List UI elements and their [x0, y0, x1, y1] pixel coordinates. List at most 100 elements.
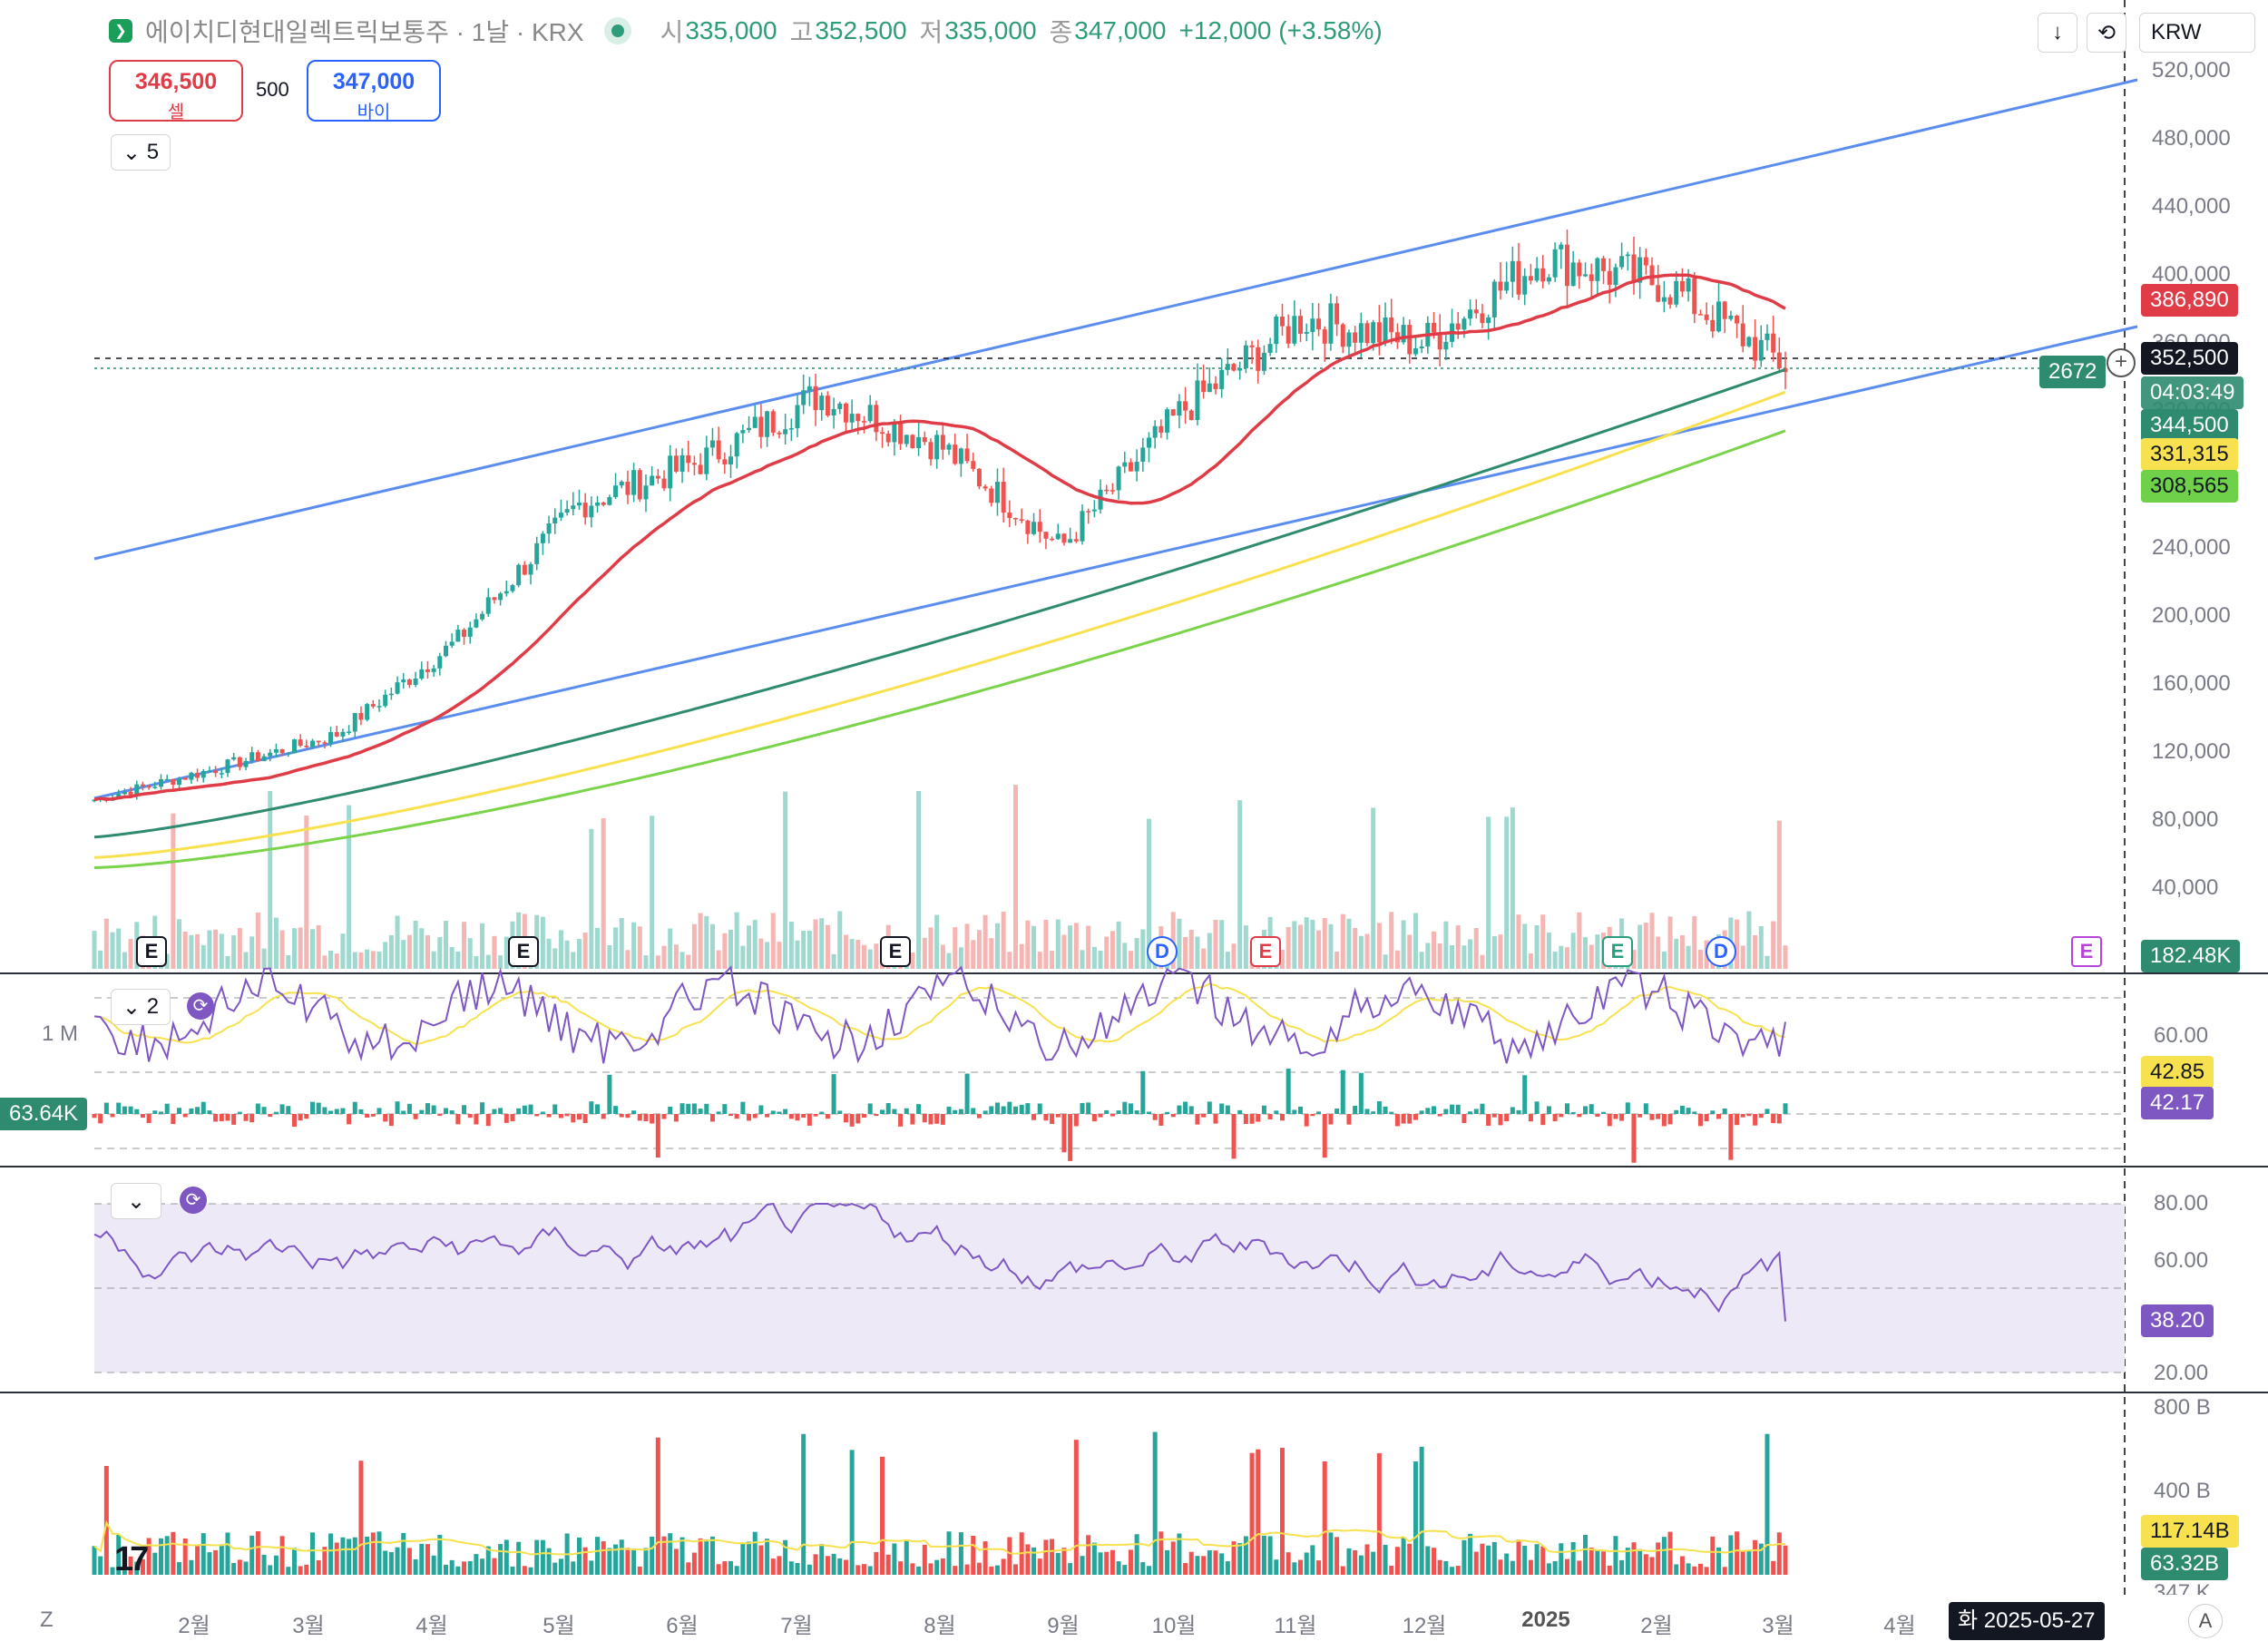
osc-histogram-bar: [1110, 1114, 1115, 1117]
turnover-bar: [1643, 1554, 1648, 1575]
pane2-toggle[interactable]: ⌄ 2: [111, 989, 171, 1025]
indicators-toggle[interactable]: ⌄ 5: [111, 134, 171, 171]
turnover-bar: [668, 1533, 673, 1575]
turnover-bar: [1274, 1559, 1279, 1575]
download-button[interactable]: ↓: [2038, 13, 2077, 53]
candle: [643, 485, 649, 500]
osc-line: [93, 965, 1786, 1064]
timeframe-left-button[interactable]: Z: [40, 1607, 54, 1632]
turnover-bar: [395, 1547, 400, 1575]
turnover-bar: [946, 1531, 952, 1575]
volume-bar: [413, 920, 418, 969]
candle: [316, 740, 321, 743]
volume-bar: [765, 942, 770, 969]
time-axis-label: 5월: [543, 1614, 575, 1638]
turnover-bar: [1328, 1532, 1334, 1575]
volume-bar: [668, 928, 673, 969]
volume-bar: [1510, 807, 1515, 969]
turnover-bar: [801, 1433, 807, 1575]
osc-histogram-bar: [795, 1114, 800, 1121]
osc-histogram-bar: [898, 1114, 904, 1127]
earnings-event-6[interactable]: E: [2071, 936, 2102, 967]
candle: [419, 669, 425, 679]
osc-histogram-bar: [1165, 1111, 1170, 1114]
osc-histogram-bar: [1140, 1070, 1146, 1114]
earnings-event-2[interactable]: E: [508, 936, 539, 967]
candle: [1601, 258, 1607, 271]
osc-histogram-bar: [571, 1114, 576, 1123]
earnings-event-4[interactable]: E: [1250, 936, 1281, 967]
turnover-bar: [795, 1563, 800, 1575]
turnover-bar: [1656, 1542, 1661, 1575]
volume-bar: [291, 928, 297, 969]
turnover-bar: [1649, 1557, 1655, 1575]
symbol-header: ❯ 에이치디현대일렉트릭보통주 · 1날 · KRX 시 335,000 고 352…: [109, 13, 1395, 49]
osc-histogram-bar: [770, 1110, 776, 1114]
turnover-bar: [953, 1566, 958, 1575]
volume-bar: [401, 940, 406, 969]
candle: [498, 593, 503, 601]
osc-histogram-bar: [1316, 1111, 1322, 1114]
volume-bar: [546, 938, 552, 969]
osc-histogram-bar: [922, 1114, 927, 1123]
sync-icon[interactable]: ⟳: [187, 992, 214, 1020]
turnover-bar: [1637, 1548, 1643, 1575]
buy-button[interactable]: 347,000 바이: [307, 60, 441, 122]
volume-bar: [691, 923, 697, 969]
turnover-bar: [867, 1566, 873, 1575]
candle: [1583, 274, 1589, 277]
osc-histogram-bar: [1486, 1114, 1491, 1127]
candle: [1188, 410, 1194, 421]
osc-histogram-bar: [589, 1101, 594, 1114]
osc-histogram-bar: [1613, 1114, 1618, 1119]
volume-bar: [1001, 912, 1006, 969]
close-value: 347,000: [1074, 16, 1167, 44]
currency-select[interactable]: KRW: [2139, 13, 2255, 53]
earnings-event-3[interactable]: E: [880, 936, 911, 967]
candle: [1195, 380, 1200, 421]
osc-histogram-bar: [1516, 1109, 1521, 1114]
osc-histogram-bar: [619, 1114, 624, 1118]
dividend-event-1[interactable]: D: [1147, 936, 1178, 967]
earnings-event-1[interactable]: E: [136, 936, 167, 967]
volume-bar: [582, 933, 588, 969]
turnover-bar: [347, 1539, 352, 1575]
sma-green-tag: 308,565: [2141, 470, 2238, 503]
turnover-bar: [340, 1537, 346, 1575]
osc-histogram-bar: [1358, 1072, 1364, 1114]
turnover-bar: [546, 1548, 552, 1575]
refresh-button[interactable]: ⟲: [2087, 13, 2126, 53]
volume-bar: [1389, 912, 1394, 969]
osc-histogram-bar: [1631, 1114, 1637, 1163]
osc-histogram-bar: [989, 1106, 994, 1114]
osc-histogram-bar: [1491, 1114, 1497, 1118]
turnover-bar: [650, 1536, 655, 1575]
turnover-bar: [940, 1558, 945, 1575]
turnover-bar: [1419, 1446, 1424, 1575]
candle: [128, 791, 133, 796]
rsi-toggle[interactable]: ⌄: [111, 1183, 161, 1219]
auto-scale-button[interactable]: A: [2188, 1604, 2223, 1638]
osc-histogram-bar: [1261, 1105, 1266, 1114]
add-alert-icon[interactable]: +: [2107, 348, 2136, 377]
earnings-event-5[interactable]: E: [1602, 936, 1633, 967]
volume-bar: [1037, 952, 1042, 969]
turnover-bar: [334, 1542, 339, 1575]
turnover-bar: [576, 1537, 582, 1575]
sell-button[interactable]: 346,500 셀: [109, 60, 243, 122]
candle: [1716, 301, 1722, 332]
turnover-bar: [1552, 1560, 1558, 1575]
volume-bar: [971, 940, 976, 969]
change-value: +12,000 (+3.58%): [1178, 16, 1383, 44]
sync-icon[interactable]: ⟳: [180, 1187, 207, 1214]
dividend-event-2[interactable]: D: [1706, 936, 1736, 967]
candle: [1631, 254, 1637, 283]
candle: [1243, 345, 1248, 369]
candle: [1013, 518, 1019, 520]
turnover-bar: [1201, 1556, 1207, 1575]
candle: [1134, 461, 1139, 472]
volume-bar: [704, 915, 709, 969]
volume-bar: [419, 928, 425, 969]
turnover-bar: [747, 1541, 752, 1575]
